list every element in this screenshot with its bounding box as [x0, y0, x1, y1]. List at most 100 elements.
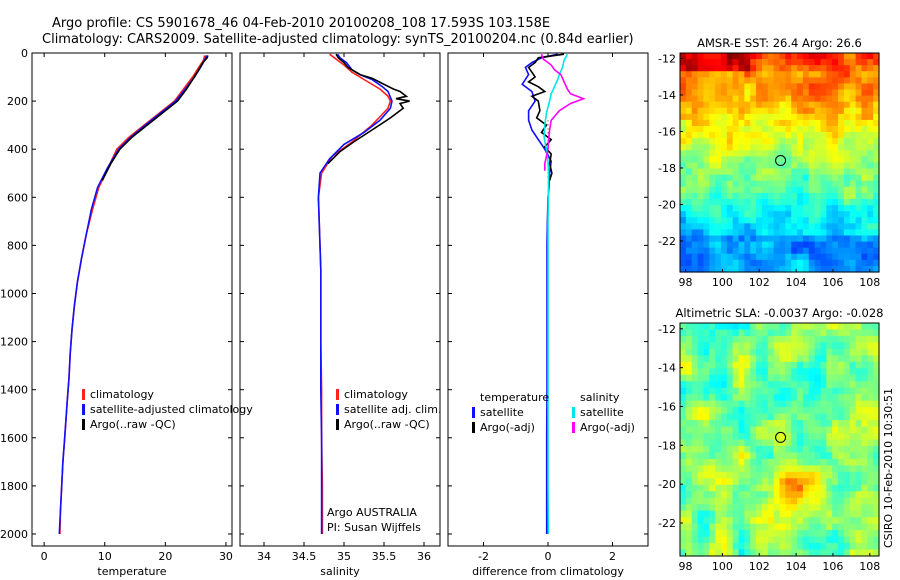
field-cell [826, 458, 833, 466]
field-cell [832, 162, 839, 170]
field-cell [814, 180, 822, 188]
field-cell [680, 211, 687, 218]
field-cell [738, 484, 745, 492]
field-cell [779, 465, 786, 473]
field-cell [802, 543, 810, 551]
field-cell [773, 530, 781, 538]
field-cell [697, 543, 705, 551]
field-cell [738, 510, 745, 518]
argo-location-marker [775, 155, 787, 167]
field-cell [785, 211, 792, 218]
field-cell [785, 186, 792, 194]
field-cell [691, 400, 699, 408]
field-cell [867, 381, 874, 389]
field-cell [720, 465, 728, 473]
field-cell [732, 381, 740, 389]
field-cell [802, 452, 810, 460]
field-cell [697, 265, 705, 273]
field-cell [773, 107, 781, 115]
field-cell [797, 439, 804, 447]
field-cell [855, 162, 863, 170]
field-cell [797, 235, 804, 243]
field-cell [873, 510, 880, 518]
field-cell [756, 186, 763, 194]
field-cell [832, 452, 839, 460]
field-cell [855, 342, 863, 350]
field-cell [720, 235, 728, 243]
field-cell [761, 497, 769, 505]
field-cell [797, 217, 804, 224]
field-cell [849, 452, 857, 460]
field-cell [703, 89, 710, 97]
field-cell [750, 439, 757, 447]
field-cell [709, 229, 716, 237]
field-cell [826, 89, 833, 97]
field-cell [756, 223, 763, 231]
y-tick-label: 1200 [0, 336, 28, 349]
field-cell [761, 335, 769, 344]
legend-swatch [472, 407, 475, 418]
field-cell [861, 491, 868, 499]
field-cell [826, 162, 833, 170]
field-cell [797, 174, 804, 182]
field-cell [820, 119, 827, 127]
field-cell [814, 323, 822, 331]
field-cell [849, 107, 857, 115]
legend-label: Argo(-adj) [580, 421, 635, 434]
field-cell [715, 199, 722, 206]
field-cell [785, 156, 792, 164]
field-cell [709, 265, 716, 273]
field-cell [820, 265, 827, 273]
field-cell [838, 119, 845, 127]
field-cell [867, 83, 874, 91]
field-cell [791, 217, 798, 224]
field-cell [691, 510, 699, 518]
field-cell [691, 192, 699, 200]
field-cell [685, 107, 693, 115]
field-cell [691, 95, 699, 103]
field-cell [697, 426, 705, 434]
field-cell [779, 71, 786, 78]
field-cell [680, 241, 687, 249]
y-tick-label: -12 [658, 323, 676, 336]
field-cell [779, 265, 786, 273]
field-cell [709, 247, 716, 255]
field-cell [732, 211, 740, 218]
field-cell [680, 101, 687, 109]
field-cell [785, 101, 792, 109]
field-cell [773, 156, 781, 164]
field-cell [756, 458, 763, 466]
field-cell [697, 510, 705, 518]
field-cell [843, 452, 851, 460]
field-cell [744, 101, 751, 109]
field-cell [855, 211, 863, 218]
field-cell [802, 394, 810, 402]
field-cell [744, 407, 751, 415]
x-tick-label: 35 [337, 550, 351, 563]
field-cell [861, 484, 868, 492]
field-cell [685, 77, 693, 85]
field-cell [691, 83, 699, 91]
field-cell [867, 265, 874, 273]
field-cell [703, 433, 710, 441]
field-cell [791, 192, 798, 200]
field-cell [761, 439, 769, 447]
field-cell [744, 445, 751, 454]
field-cell [855, 491, 863, 499]
field-cell [779, 458, 786, 466]
field-cell [773, 211, 781, 218]
field-cell [808, 247, 816, 255]
field-cell [738, 517, 745, 525]
field-cell [744, 126, 751, 133]
field-cell [779, 530, 786, 538]
field-cell [703, 174, 710, 182]
field-cell [732, 253, 740, 261]
field-cell [691, 458, 699, 466]
field-cell [756, 59, 763, 66]
field-cell [720, 433, 728, 441]
field-cell [761, 381, 769, 389]
field-cell [726, 478, 734, 486]
field-cell [791, 465, 798, 473]
field-cell [680, 180, 687, 188]
field-cell [709, 381, 716, 389]
